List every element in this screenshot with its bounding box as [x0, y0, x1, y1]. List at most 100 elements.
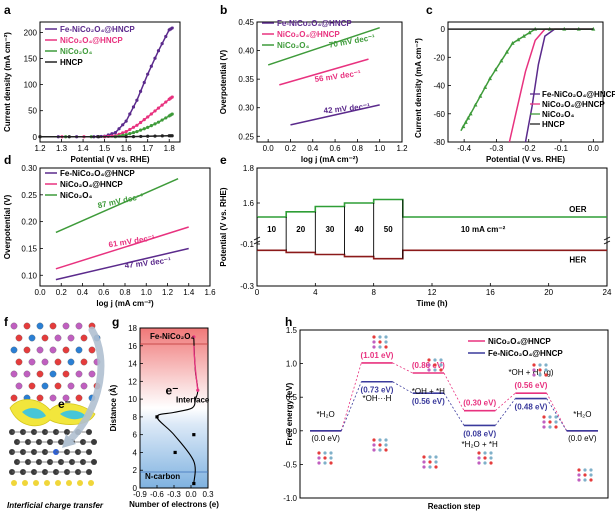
- panel-h-blue-connector: [340, 381, 362, 431]
- structure-atom: [372, 340, 376, 344]
- panel-d-x-tick: 0.4: [77, 288, 89, 297]
- structure-atom: [427, 358, 431, 362]
- panel-c-marker: [463, 120, 468, 124]
- panel-h-frame: [299, 329, 609, 499]
- lattice-atom: [67, 334, 75, 342]
- structure-atom: [323, 461, 327, 465]
- panel-e-xlabel: Time (h): [417, 299, 448, 308]
- panel-d-label: d: [4, 153, 11, 167]
- panel-c-marker: [483, 85, 488, 89]
- panel-b-y-tick: 0.40: [238, 47, 254, 56]
- panel-d-slope-label: 87 mV dec⁻¹: [97, 192, 145, 211]
- lattice-atom: [75, 370, 83, 378]
- panel-d-x-tick: 1.0: [141, 288, 153, 297]
- panel-d-series-1: [55, 226, 189, 270]
- panel-a-marker: [160, 134, 164, 138]
- panel-b-x-tick: 1.0: [374, 144, 386, 153]
- panel-b-ylabel: Overpotential (V): [219, 49, 228, 114]
- structure-atom: [477, 461, 481, 465]
- panel-e-step-label: 20: [296, 225, 305, 234]
- panel-a-marker: [146, 134, 150, 138]
- panel-a-marker: [67, 135, 71, 139]
- panel-a-marker: [142, 118, 146, 122]
- structure-atom: [384, 340, 388, 344]
- dopant-atom: [22, 480, 28, 486]
- panel-f-illustration: e⁻: [9, 322, 105, 486]
- carbon-atom: [86, 429, 92, 435]
- panel-c-marker: [487, 76, 492, 81]
- panel-g-y-tick: 10: [128, 395, 137, 404]
- panel-c-legend-entry: Fe-NiCo₂O₄@HNCP: [542, 90, 615, 99]
- panel-c-marker: [473, 102, 478, 107]
- panel-a-marker: [146, 115, 150, 119]
- dopant-atom: [66, 480, 72, 486]
- structure-atom: [542, 420, 546, 424]
- panel-g-x-tick: -0.6: [150, 490, 164, 499]
- panel-g-marker: [192, 433, 196, 437]
- structure-atom: [548, 420, 552, 424]
- structure-atom: [538, 363, 542, 367]
- panel-a-legend-entry: NiCo₂O₄@HNCP: [60, 36, 123, 45]
- structure-atom: [583, 473, 587, 477]
- panel-h-state-value: (0.0 eV): [311, 434, 340, 443]
- dopant-atom: [11, 480, 17, 486]
- structure-atom: [589, 468, 593, 472]
- panel-a-y-tick: 200: [24, 28, 38, 37]
- panel-a-marker: [156, 120, 161, 124]
- structure-atom: [489, 456, 493, 460]
- panel-h-xlabel: Reaction step: [428, 502, 481, 511]
- panel-h-state-label: *OH + H₂ (g): [508, 368, 553, 377]
- structure-atom: [422, 455, 426, 459]
- panel-b-frame: [256, 21, 403, 143]
- panel-b-legend-entry: NiCo₂O₄: [277, 41, 309, 50]
- panel-g-ylabel: Distance (Å): [109, 384, 118, 431]
- structure-atom: [329, 451, 333, 455]
- structure-atom: [583, 478, 587, 482]
- panel-c-y-tick: -60: [433, 110, 445, 119]
- structure-atom: [544, 368, 548, 372]
- panel-c-marker: [466, 115, 471, 120]
- structure-atom: [439, 363, 443, 367]
- panel-c-y-tick: 0: [441, 25, 446, 34]
- axis-break-mark: [603, 236, 611, 245]
- panel-e-x-tick: 0: [255, 288, 260, 297]
- lattice-atom: [75, 346, 83, 354]
- panel-a-marker: [135, 123, 139, 127]
- panel-f-caption: Interficial charge transfer: [7, 501, 104, 510]
- panel-d-xlabel: log j (mA cm⁻²): [96, 299, 154, 308]
- structure-atom: [378, 340, 382, 344]
- panel-e-x-tick: 12: [428, 288, 437, 297]
- structure-atom: [483, 451, 487, 455]
- panel-f-electron-label: e⁻: [58, 397, 71, 411]
- structure-atom: [372, 438, 376, 442]
- structure-atom: [554, 425, 558, 429]
- structure-atom: [422, 465, 426, 469]
- panel-b-x-tick: 0.2: [285, 144, 297, 153]
- panel-a-marker: [128, 127, 132, 132]
- structure-atom: [577, 473, 581, 477]
- panel-e-step-label: 50: [384, 225, 393, 234]
- panel-a-marker: [131, 105, 136, 109]
- panel-b-slope-label: 42 mV dec⁻¹: [323, 102, 370, 116]
- panel-e-y-tick: -0.1: [240, 240, 254, 249]
- panel-h-state-value: (0.0 eV): [568, 434, 597, 443]
- structure-atom: [317, 461, 321, 465]
- structure-atom: [532, 363, 536, 367]
- dopant-atom: [55, 480, 61, 486]
- panel-e-ylabel: Potential (V vs. RHE): [219, 187, 228, 266]
- panel-a-marker: [153, 56, 157, 60]
- structure-atom: [384, 438, 388, 442]
- panel-d-series-0: [55, 247, 189, 281]
- structure-atom: [554, 420, 558, 424]
- structure-atom: [372, 443, 376, 447]
- panel-f-label: f: [4, 315, 9, 329]
- panel-b-slope-label: 56 mV dec⁻¹: [314, 69, 362, 84]
- panel-e-step-label: 40: [355, 225, 364, 234]
- lattice-atom: [41, 382, 49, 390]
- panel-e-x-tick: 24: [603, 288, 612, 297]
- lattice-atom: [28, 382, 36, 390]
- panel-h-pink-connector: [340, 362, 362, 431]
- panel-d-ylabel: Overpotential (V): [3, 194, 12, 259]
- panel-g-y-tick: 14: [128, 360, 137, 369]
- structure-atom: [548, 415, 552, 419]
